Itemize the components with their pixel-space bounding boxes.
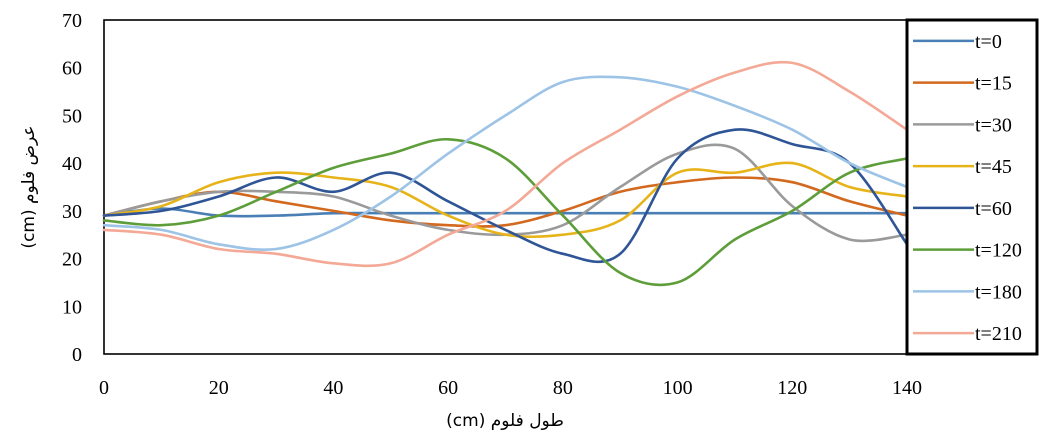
legend-box <box>905 18 1039 356</box>
y-axis-ticks: 0 10 20 30 40 50 60 70 <box>62 10 82 366</box>
legend: t=0 t=15 t=30 t=45 t=60 t=120 t=180 t=210 <box>913 31 1022 345</box>
series-line-t-210 <box>102 60 909 268</box>
legend-label: t=0 <box>975 31 1002 53</box>
y-tick-label: 30 <box>62 201 82 223</box>
legend-label: t=30 <box>975 114 1012 136</box>
series-line-t-120 <box>102 137 909 287</box>
y-tick-label: 10 <box>62 296 82 318</box>
x-tick-label: 80 <box>553 377 573 399</box>
y-tick-label: 40 <box>62 153 82 175</box>
y-tick-label: 60 <box>62 58 82 80</box>
series-layer <box>102 60 909 287</box>
series-line-t-15 <box>102 176 909 228</box>
plot-frame <box>103 19 908 355</box>
legend-label: t=60 <box>975 198 1012 220</box>
legend-label: t=15 <box>975 73 1012 95</box>
y-tick-label: 20 <box>62 249 82 271</box>
y-axis-title: عرض فلوم (cm) <box>19 125 39 248</box>
x-tick-label: 40 <box>323 377 343 399</box>
x-tick-label: 20 <box>209 377 229 399</box>
x-axis-title: طول فلوم (cm) <box>446 411 564 431</box>
x-axis-ticks: 0 20 40 60 80 100 120 140 <box>99 377 922 399</box>
x-tick-label: 0 <box>99 377 109 399</box>
x-tick-label: 100 <box>663 377 693 399</box>
legend-label: t=210 <box>975 323 1022 345</box>
series-line-t-45 <box>102 161 909 239</box>
y-tick-label: 70 <box>62 10 82 32</box>
x-tick-label: 120 <box>777 377 807 399</box>
legend-label: t=45 <box>975 156 1012 178</box>
legend-label: t=120 <box>975 240 1022 262</box>
y-tick-label: 0 <box>72 344 82 366</box>
x-tick-label: 140 <box>892 377 922 399</box>
y-tick-label: 50 <box>62 105 82 127</box>
series-line-t-60 <box>102 128 909 264</box>
series-line-t-180 <box>102 75 909 252</box>
series-line-t-0 <box>102 207 909 218</box>
x-tick-label: 60 <box>438 377 458 399</box>
legend-label: t=180 <box>975 281 1022 303</box>
